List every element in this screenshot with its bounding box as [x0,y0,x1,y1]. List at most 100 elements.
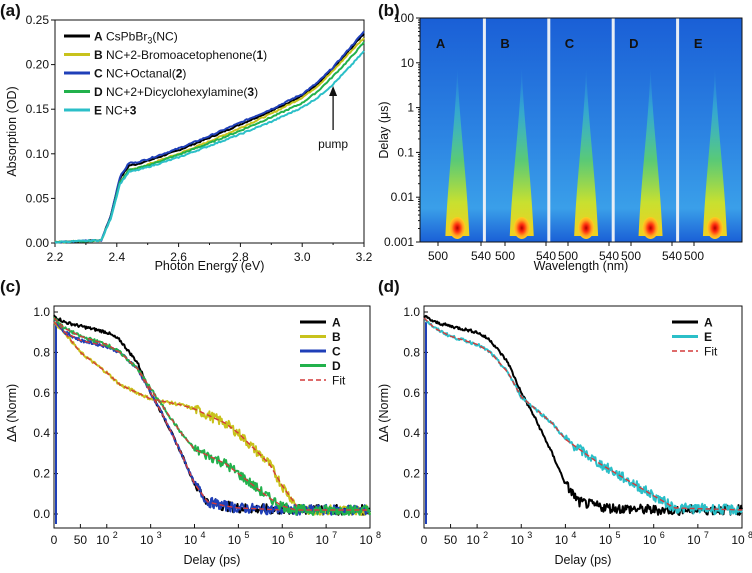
legend-name: NC+ [102,104,130,118]
y-axis-label: ΔA (Norm) [377,384,391,442]
x-tick-label: 10 [555,533,569,547]
legend-letter: C [94,67,103,81]
heatmap-peak-C [578,217,595,239]
heatmap-plume-C [574,67,599,236]
x-tick-label: 10 [140,533,154,547]
x-tick-label: 0 [421,533,428,547]
legend-entry-B: B NC+2-Bromoacetophenone(1) [94,48,267,62]
y-tick-label: 0.25 [26,13,50,27]
legend-subscript: 3 [147,36,152,46]
pump-arrow-head [329,86,338,96]
legend-bold-part: 3 [130,104,137,118]
y-tick-label: 0.10 [26,147,50,161]
legend-entry-E: E NC+3 [94,104,137,118]
y-tick-label: 10 [401,56,415,70]
panel-label-c: (c) [0,277,21,296]
x-tick-exponent: 6 [288,530,293,540]
x-tick-exponent: 7 [332,530,337,540]
x-tick-label: 540 [536,249,556,263]
x-tick-label: 10 [643,533,657,547]
y-tick-label: 0.1 [397,145,414,159]
x-tick-exponent: 8 [748,530,752,540]
x-tick-exponent: 3 [527,530,532,540]
x-tick-label: 10 [359,533,373,547]
series-line-D [53,316,371,516]
x-tick-label: 500 [428,249,448,263]
x-tick-label: 500 [495,249,515,263]
legend-entry-D: D NC+2+Dicyclohexylamine(3) [94,85,258,99]
y-tick-label: 0.2 [33,467,50,481]
x-tick-label: 10 [315,533,329,547]
x-tick-label: 2.6 [170,250,187,264]
x-tick-label: 540 [662,249,682,263]
x-tick-label: 10 [599,533,613,547]
panel-label-d: (d) [378,277,400,296]
series-line-E [423,317,743,516]
heatmap-plume-D [638,67,663,236]
heatmap-peak-E [706,217,723,239]
x-tick-label: 3.0 [294,250,311,264]
heatmap-column-label-B: B [500,36,509,51]
plot-frame [53,305,371,529]
x-axis-label: Delay (ps) [555,553,612,567]
x-tick-label: 2.8 [232,250,249,264]
y-tick-label: 0.0 [33,507,50,521]
fit-line-E [423,317,743,511]
panel-separator [482,18,486,242]
heatmap-plume-B [509,67,534,236]
heatmap-peak-B [513,217,530,239]
panel-d: 0 50 10 2 10 3 10 4 10 5 10 6 10 7 10 80.00.20.40.60.81… [377,305,752,567]
x-tick-label: 10 [511,533,525,547]
legend-entry-Fit: Fit [704,345,718,359]
legend-name: NC+2+Dicyclohexylamine( [103,85,248,99]
legend-entry-A: A CsPbBr3(NC) [94,30,178,46]
legend-entry-A: A [332,316,341,330]
legend-entry-A: A [704,316,713,330]
legend-letter: D [94,85,103,99]
x-tick-exponent: 2 [113,530,118,540]
y-tick-label: 0.0 [403,507,420,521]
x-tick-label: 500 [621,249,641,263]
heatmap-column-label-D: D [629,36,638,51]
x-tick-exponent: 5 [616,530,621,540]
x-tick-label: 500 [558,249,578,263]
y-tick-label: 1.0 [33,305,50,319]
legend: A CsPbBr3(NC) B NC+2-Bromoacetophenone(1)… [64,30,267,118]
panel-separator [547,18,551,242]
x-tick-label: 2.4 [108,250,125,264]
x-tick-exponent: 7 [704,530,709,540]
legend-letter: E [94,104,102,118]
panel-separator [676,18,680,242]
legend-name-after: ) [254,85,258,99]
x-tick-exponent: 2 [483,530,488,540]
y-tick-label: 0.8 [403,345,420,359]
y-tick-label: 0.001 [384,235,414,249]
fit-line-D [53,317,370,511]
y-tick-label: 100 [394,11,414,25]
heatmap-plume-E [702,67,727,236]
legend-letter: A [94,30,103,44]
x-tick-label: 10 [687,533,701,547]
y-tick-label: 1.0 [403,305,420,319]
x-axis-label: Photon Energy (eV) [155,259,265,273]
series-line-C [53,318,371,516]
legend-name-after: ) [263,48,267,62]
legend-name-after: ) [182,67,186,81]
legend-letter: B [94,48,103,62]
legend-name-after: (NC) [152,30,177,44]
x-tick-label: 2.2 [47,250,64,264]
panel-a: 2.2 2.4 2.6 2.8 3.0 3.2 0.00 0.05 0.10 0.15 0.20 0.… [5,13,373,273]
x-tick-exponent: 4 [201,530,206,540]
x-tick-label: 10 [184,533,198,547]
legend-name: NC+2-Bromoacetophenone( [103,48,257,62]
x-tick-label: 50 [74,533,88,547]
y-tick-label: 0.4 [33,426,50,440]
heatmap-peak-D [642,217,659,239]
pump-annotation: pump [318,137,348,151]
heatmap-column-label-A: A [436,36,446,51]
y-tick-label: 0.8 [33,345,50,359]
plot-frame [423,305,743,529]
x-tick-label: 50 [444,533,458,547]
